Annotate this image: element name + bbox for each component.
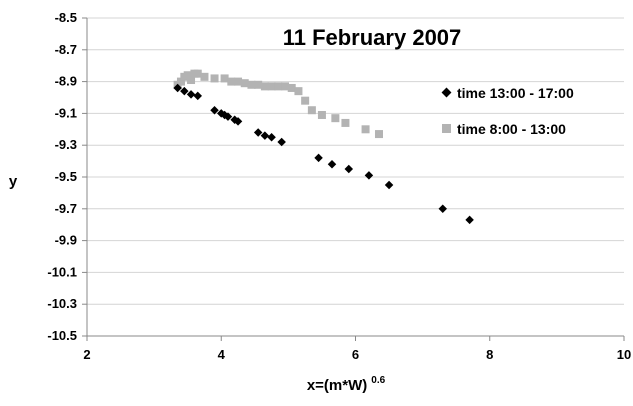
data-point-series-2 [287,83,296,92]
axes [82,17,625,341]
data-point-series-1 [438,204,448,214]
data-point-series-2 [193,69,202,78]
data-point-series-1 [193,91,202,101]
data-point-series-2 [361,125,370,134]
data-point-series-2 [227,77,236,86]
data-point-series-2 [176,77,185,86]
data-point-series-2 [220,74,229,83]
data-point-series-2 [301,96,310,105]
x-tick-label: 2 [83,347,90,362]
data-point-series-2 [281,82,290,91]
y-tick-label: -9.9 [55,233,77,248]
y-tick-label: -9.5 [55,169,77,184]
legend-label-series-2: time 8:00 - 13:00 [457,121,566,137]
data-point-series-2 [254,80,263,89]
data-point-series-2 [183,71,192,80]
legend-item-series-1: time 13:00 - 17:00 [441,85,574,101]
data-point-series-1 [186,90,196,99]
y-tick-label: -9.1 [55,105,77,120]
data-point-series-2 [331,114,340,123]
data-point-series-2 [260,82,269,91]
y-tick-label: -10.5 [47,328,77,343]
x-tick-label: 4 [218,347,226,362]
data-point-series-2 [294,87,303,96]
data-point-series-1 [277,137,286,147]
legend-label-series-1: time 13:00 - 17:00 [457,85,574,101]
data-point-series-2 [341,118,350,127]
x-tick-label: 10 [617,347,631,362]
data-point-series-1 [327,160,337,169]
y-tick-label: -9.7 [55,201,77,216]
y-tick-label: -8.5 [55,10,77,25]
grid-lines [87,17,624,337]
data-point-series-2 [240,79,249,88]
y-axis-title: y [9,173,18,190]
data-point-series-1 [314,153,323,163]
x-tick-label: 8 [486,347,493,362]
y-tick-label: -8.9 [55,74,77,89]
y-tick-label: -10.1 [47,264,77,279]
data-point-series-1 [180,86,189,96]
data-point-series-1 [233,117,243,126]
x-tick-label: 6 [352,347,359,362]
data-point-series-2 [247,80,256,89]
data-point-series-1 [344,164,354,174]
y-tick-label: -9.3 [55,137,77,152]
x-axis-title-main: x=(m*W) [307,377,367,394]
tick-labels: -8.5 -8.7 -8.9 -9.1 -9.3 -9.5 -9.7 -9.9 -10.1 -10… [47,10,631,362]
data-point-series-1 [260,131,270,140]
data-point-series-1 [384,180,394,190]
y-tick-label: -8.7 [55,42,77,57]
x-axis-title: x=(m*W) 0.6 [307,375,386,394]
data-point-series-1 [465,215,474,225]
data-point-series-2 [234,77,243,86]
data-point-series-1 [173,83,182,93]
legend-marker-diamond [441,87,452,98]
data-point-series-1 [267,133,276,142]
chart-title: 11 February 2007 [283,25,462,50]
data-point-series-1 [210,105,219,115]
data-point-series-1 [364,171,374,180]
data-point-series-2 [200,72,209,81]
data-point-series-2 [267,82,276,91]
legend-item-series-2: time 8:00 - 13:00 [442,121,566,137]
data-point-series-2 [317,110,326,119]
data-point-series-2 [274,82,283,91]
data-point-series-2 [210,74,219,83]
data-point-series-2 [374,130,383,139]
data-point-series-1 [223,112,233,121]
x-axis-title-superscript: 0.6 [371,375,385,386]
data-point-series-2 [307,106,316,115]
legend: time 13:00 - 17:00 time 8:00 - 13:00 [441,85,574,137]
data-points [173,69,474,225]
legend-marker-square [442,124,451,133]
data-point-series-2 [187,76,196,85]
y-tick-label: -10.3 [47,296,77,311]
